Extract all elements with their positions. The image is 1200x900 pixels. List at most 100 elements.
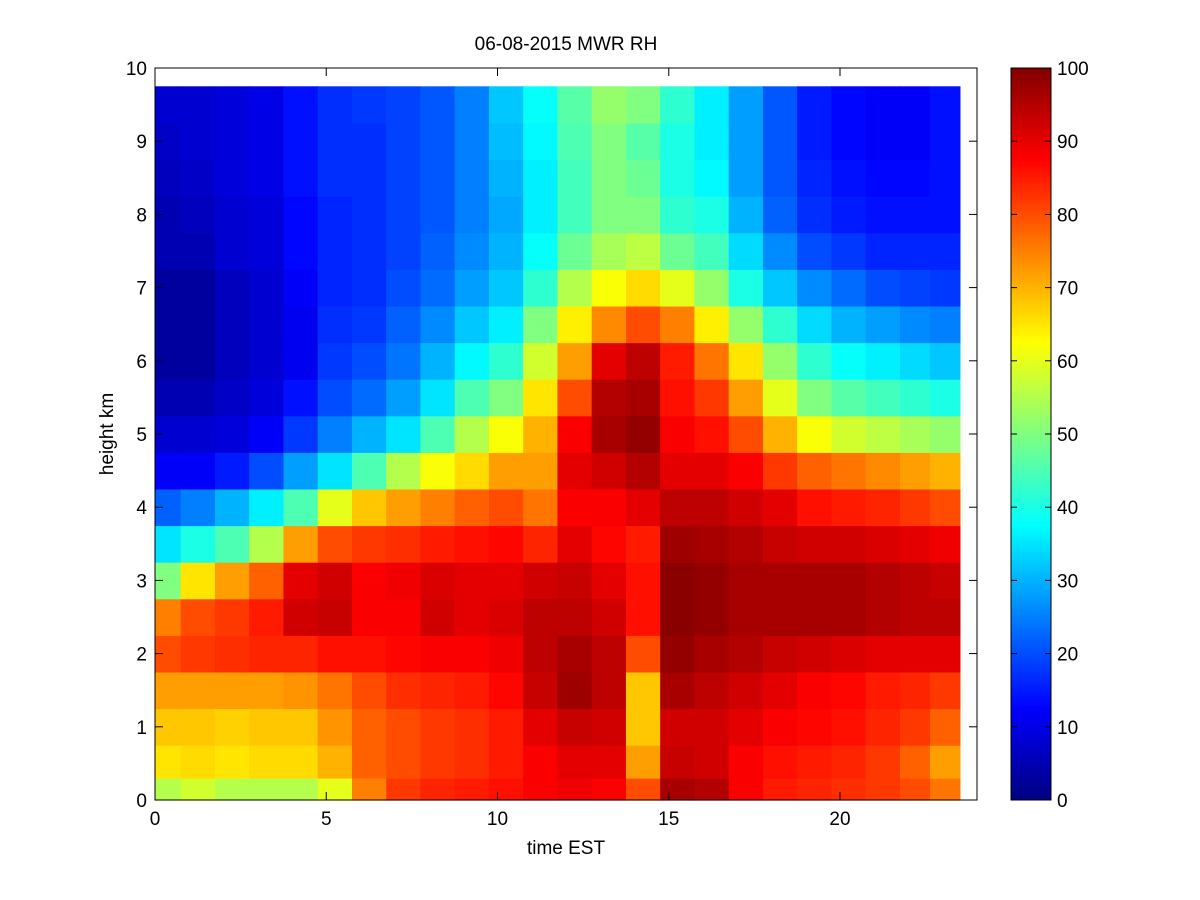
heatmap-cell [180,86,216,124]
heatmap-cell [420,525,456,563]
heatmap-cell [762,122,798,161]
heatmap-cell [420,159,456,197]
heatmap-cell [728,745,764,779]
heatmap-cell [591,232,627,270]
heatmap-cell [488,86,524,124]
heatmap-cell [249,452,285,490]
heatmap-cell [660,305,696,344]
heatmap-cell [899,379,931,417]
heatmap-cell [386,269,422,307]
heatmap-cell [762,525,798,563]
heatmap-cell [929,452,961,490]
heatmap-cell [762,159,798,197]
heatmap-cell [762,598,798,636]
heatmap-cell [214,305,250,344]
heatmap-cell [523,305,559,344]
heatmap-cell [929,488,961,527]
heatmap-cell [523,232,559,270]
heatmap-cell [214,598,250,636]
heatmap-cell [488,562,524,600]
heatmap-cell [454,598,490,636]
heatmap-cell [283,86,319,124]
heatmap-cell [454,379,490,417]
heatmap-cell [557,122,593,161]
heatmap-cell [831,708,867,746]
heatmap-cell [591,525,627,563]
heatmap-cell [180,525,216,563]
heatmap-cell [454,708,490,746]
y-tick-label: 6 [136,352,147,373]
heatmap-cell [694,671,730,710]
heatmap-cell [523,562,559,600]
heatmap-cell [660,159,696,197]
heatmap-cell [351,745,387,779]
heatmap-cell [762,305,798,344]
heatmap-cell [694,86,730,124]
heatmap-cell [454,562,490,600]
heatmap-cell [283,635,319,673]
heatmap-cell [557,342,593,380]
heatmap-cell [386,342,422,380]
heatmap-cell [454,86,490,124]
colorbar-tick-label: 30 [1057,571,1078,592]
heatmap-cell [351,196,387,234]
heatmap-cell [762,671,798,710]
heatmap-cell [488,525,524,563]
heatmap-cell [523,635,559,673]
heatmap-cell [454,305,490,344]
heatmap-cell [899,159,931,197]
heatmap-cell [214,379,250,417]
heatmap-cell [728,562,764,600]
heatmap-cell [351,635,387,673]
heatmap-cell [420,452,456,490]
y-tick-label: 4 [136,498,147,519]
heatmap-cell [557,159,593,197]
heatmap-cell [351,86,387,124]
heatmap-cell [214,671,250,710]
heatmap-cell [488,342,524,380]
heatmap-cell [929,232,961,270]
heatmap-cell [591,452,627,490]
heatmap-cell [762,232,798,270]
heatmap-cell [249,525,285,563]
heatmap-cell [899,232,931,270]
heatmap-cell [454,415,490,453]
heatmap-cell [591,562,627,600]
heatmap-cell [283,708,319,746]
heatmap-cell [865,745,901,779]
y-tick-label: 10 [126,59,147,80]
x-tick-label: 10 [487,809,508,830]
heatmap-cell [728,122,764,161]
heatmap-cell [660,86,696,124]
heatmap-cell [762,708,798,746]
heatmap-cell [523,269,559,307]
heatmap-cell [728,452,764,490]
heatmap-cell [694,159,730,197]
heatmap-cell [488,196,524,234]
heatmap-cell [283,745,319,779]
heatmap-cell [865,488,901,527]
heatmap-cell [831,635,867,673]
heatmap-cell [283,159,319,197]
heatmap-cell [831,232,867,270]
heatmap-cell [831,488,867,527]
heatmap-cell [929,159,961,197]
heatmap-cell [454,196,490,234]
heatmap-cell [929,86,961,124]
heatmap-cell [180,379,216,417]
heatmap-cell [488,232,524,270]
heatmap-cell [420,305,456,344]
heatmap-cell [865,269,901,307]
heatmap-cell [386,745,422,779]
heatmap-cell [660,196,696,234]
heatmap-cell [155,525,182,563]
heatmap-cell [386,305,422,344]
heatmap-cell [557,598,593,636]
heatmap-cell [929,122,961,161]
heatmap-cell [899,342,931,380]
heatmap-cell [249,232,285,270]
heatmap-cell [625,708,661,746]
heatmap-cell [214,342,250,380]
heatmap-cell [660,708,696,746]
heatmap-cell [831,86,867,124]
